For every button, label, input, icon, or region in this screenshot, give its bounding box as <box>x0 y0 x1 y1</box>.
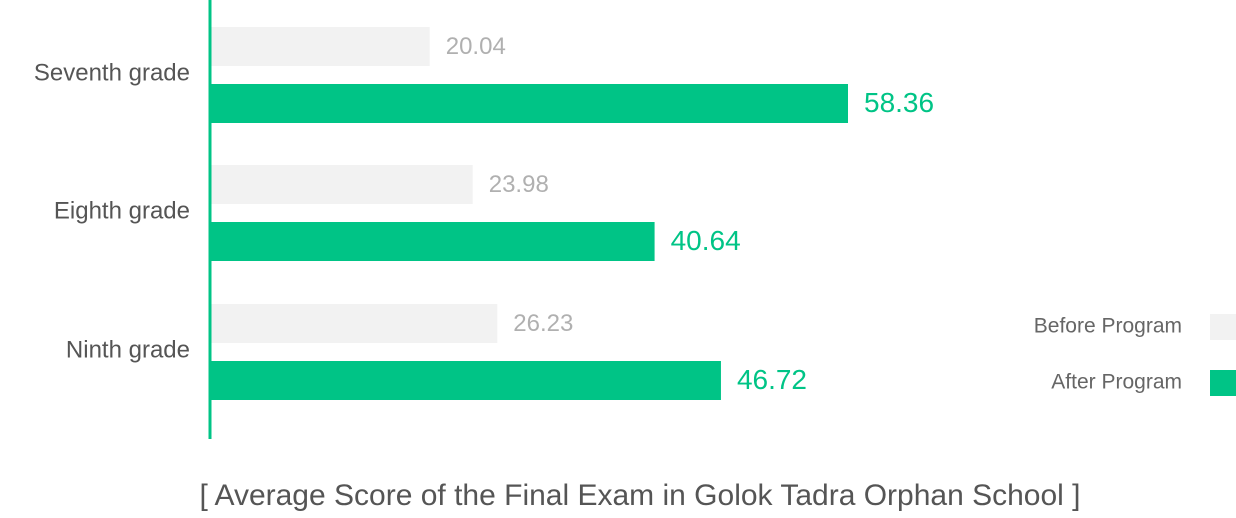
value-label: 20.04 <box>446 33 506 60</box>
bar <box>211 304 498 343</box>
legend-label: Before Program <box>1034 315 1182 338</box>
legend-label: After Program <box>1051 371 1182 394</box>
value-label: 26.23 <box>513 310 573 337</box>
chart-title: [ Average Score of the Final Exam in Gol… <box>199 479 1080 512</box>
bar <box>211 361 721 400</box>
category-label: Eighth grade <box>54 197 190 224</box>
category-label: Seventh grade <box>34 59 190 86</box>
legend-swatch <box>1210 314 1236 340</box>
value-label: 23.98 <box>489 171 549 198</box>
bar <box>211 84 848 123</box>
legend-swatch <box>1210 370 1236 396</box>
bar <box>211 27 430 66</box>
value-label: 40.64 <box>671 225 741 256</box>
bar <box>211 165 473 204</box>
category-label: Ninth grade <box>66 336 190 363</box>
value-label: 46.72 <box>737 364 807 395</box>
value-label: 58.36 <box>864 87 934 118</box>
bar <box>211 222 655 261</box>
